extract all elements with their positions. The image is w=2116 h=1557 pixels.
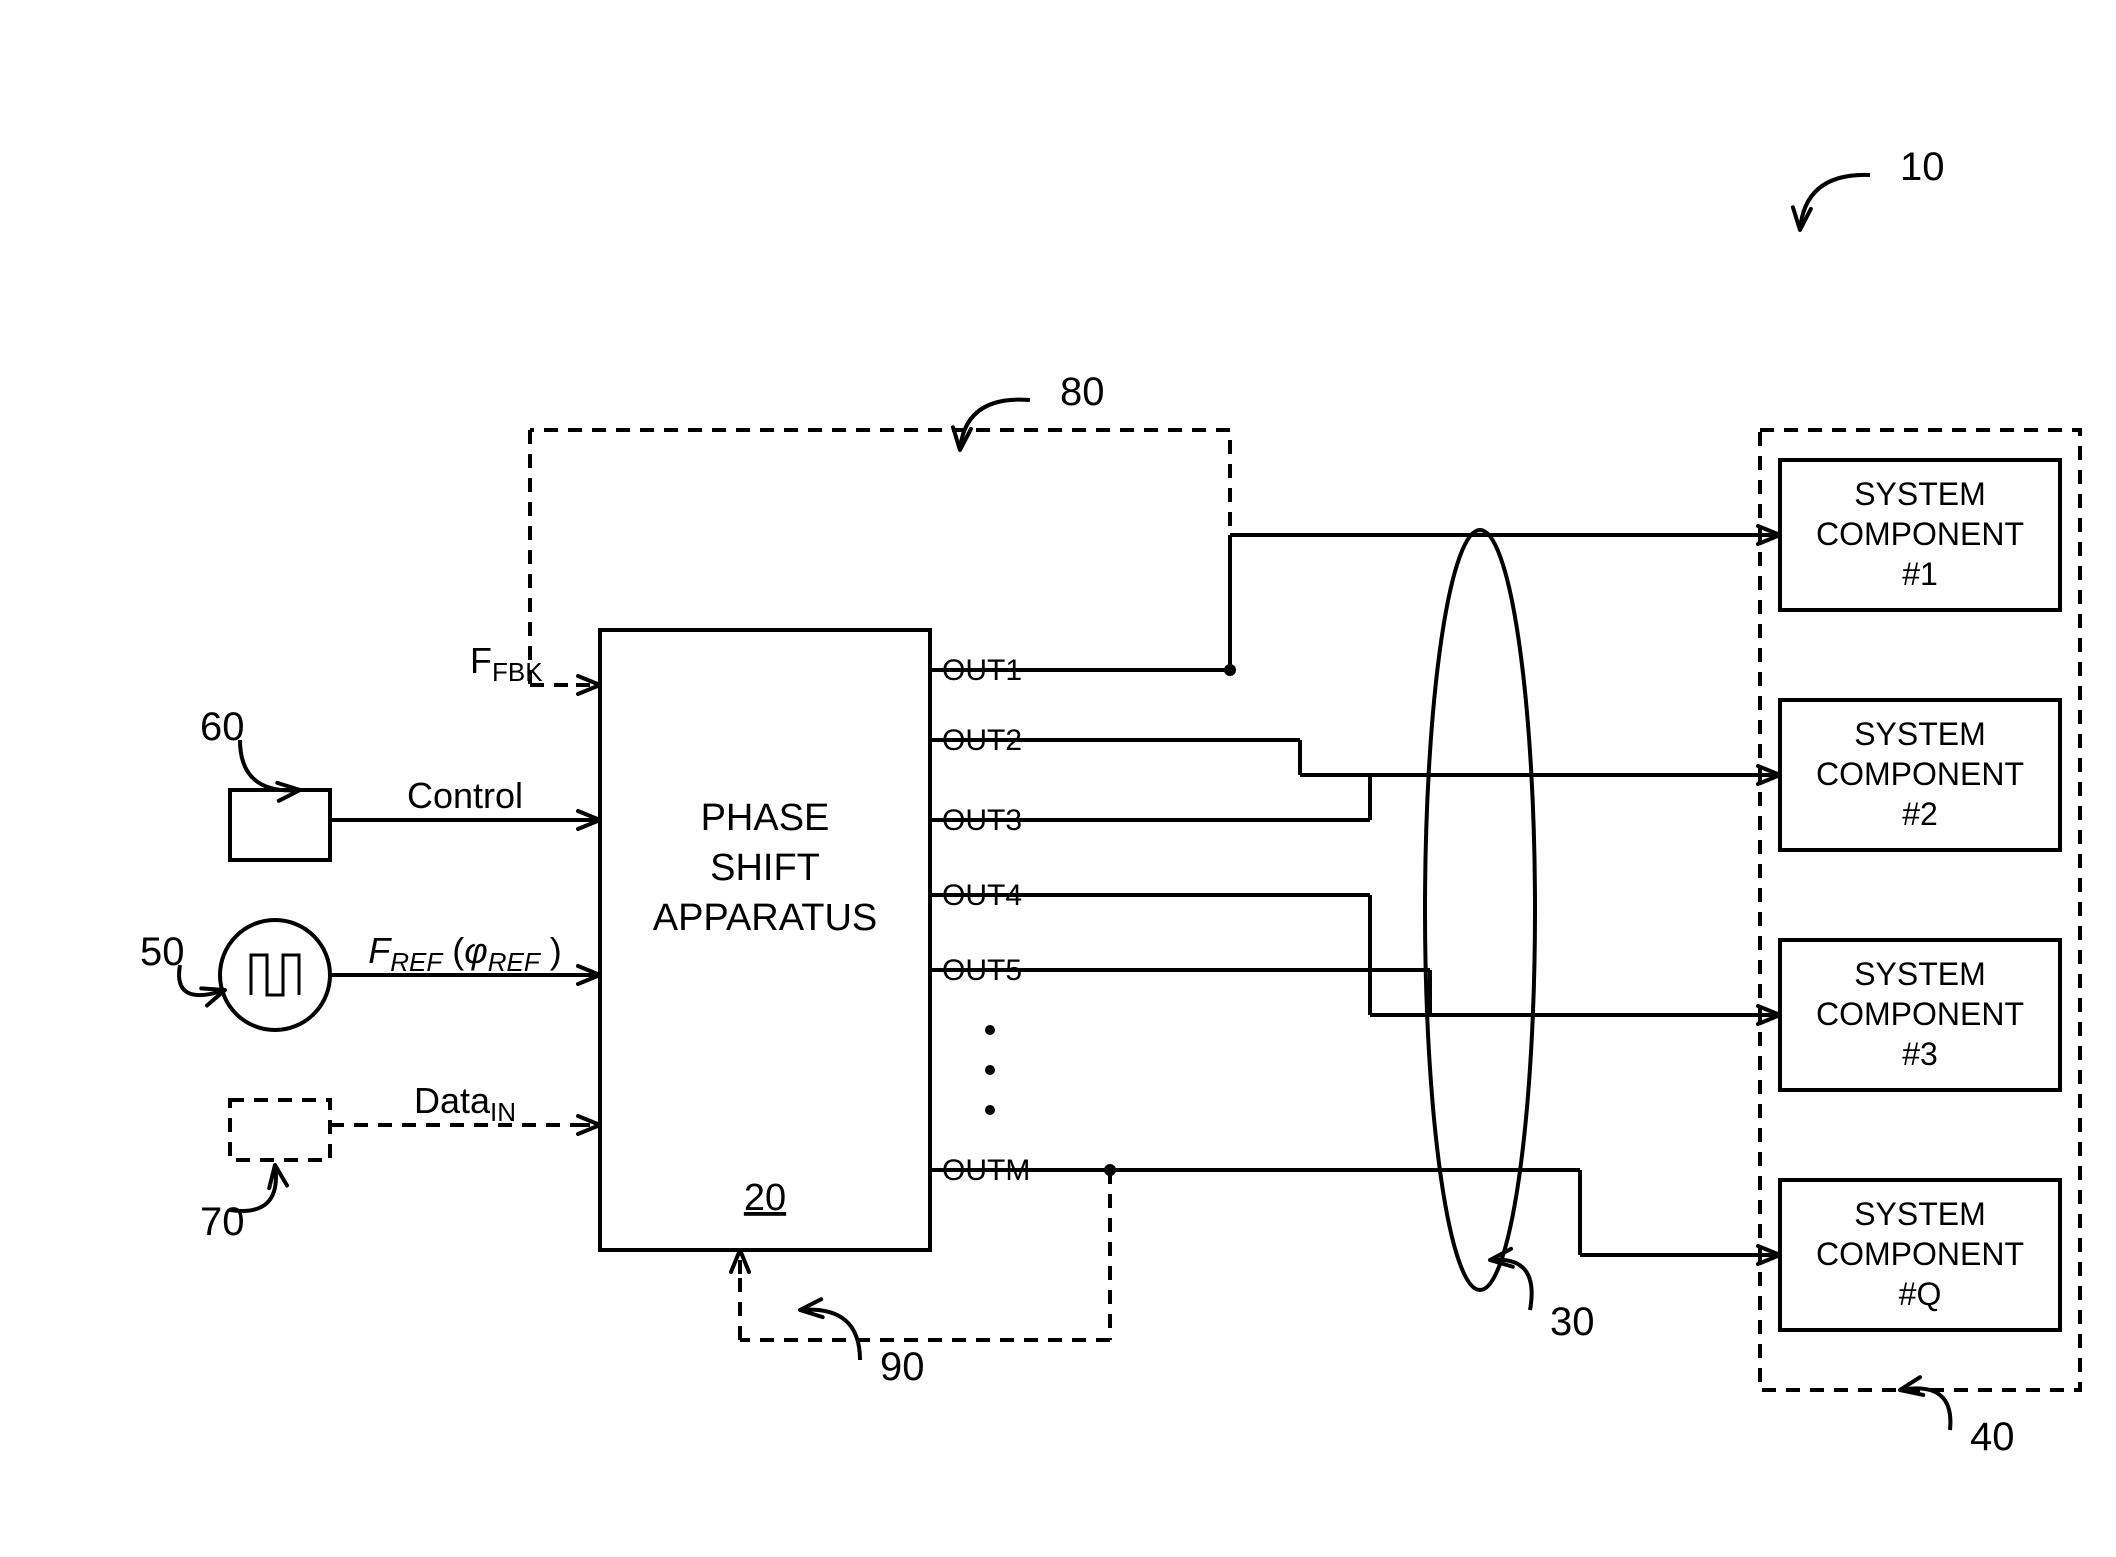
svg-text:40: 40 (1970, 1415, 2015, 1459)
svg-text:SYSTEM: SYSTEM (1854, 956, 1986, 992)
svg-text:60: 60 (200, 705, 245, 749)
svg-text:SYSTEM: SYSTEM (1854, 716, 1986, 752)
svg-text:#1: #1 (1902, 556, 1938, 592)
svg-text:Control: Control (407, 775, 523, 816)
svg-text:30: 30 (1550, 1300, 1595, 1344)
svg-text:SYSTEM: SYSTEM (1854, 476, 1986, 512)
svg-text:#3: #3 (1902, 1036, 1938, 1072)
svg-text:10: 10 (1900, 145, 1945, 189)
svg-text:80: 80 (1060, 370, 1105, 414)
svg-text:SYSTEM: SYSTEM (1854, 1196, 1986, 1232)
svg-text:#Q: #Q (1899, 1276, 1942, 1312)
svg-text:COMPONENT: COMPONENT (1816, 516, 2024, 552)
svg-text:COMPONENT: COMPONENT (1816, 756, 2024, 792)
svg-text:SHIFT: SHIFT (710, 847, 820, 889)
svg-text:PHASE: PHASE (701, 797, 830, 839)
svg-text:20: 20 (744, 1177, 786, 1219)
svg-text:90: 90 (880, 1345, 925, 1389)
svg-text:#2: #2 (1902, 796, 1938, 832)
svg-text:APPARATUS: APPARATUS (653, 897, 878, 939)
svg-text:COMPONENT: COMPONENT (1816, 1236, 2024, 1272)
svg-text:COMPONENT: COMPONENT (1816, 996, 2024, 1032)
svg-text:70: 70 (200, 1200, 245, 1244)
